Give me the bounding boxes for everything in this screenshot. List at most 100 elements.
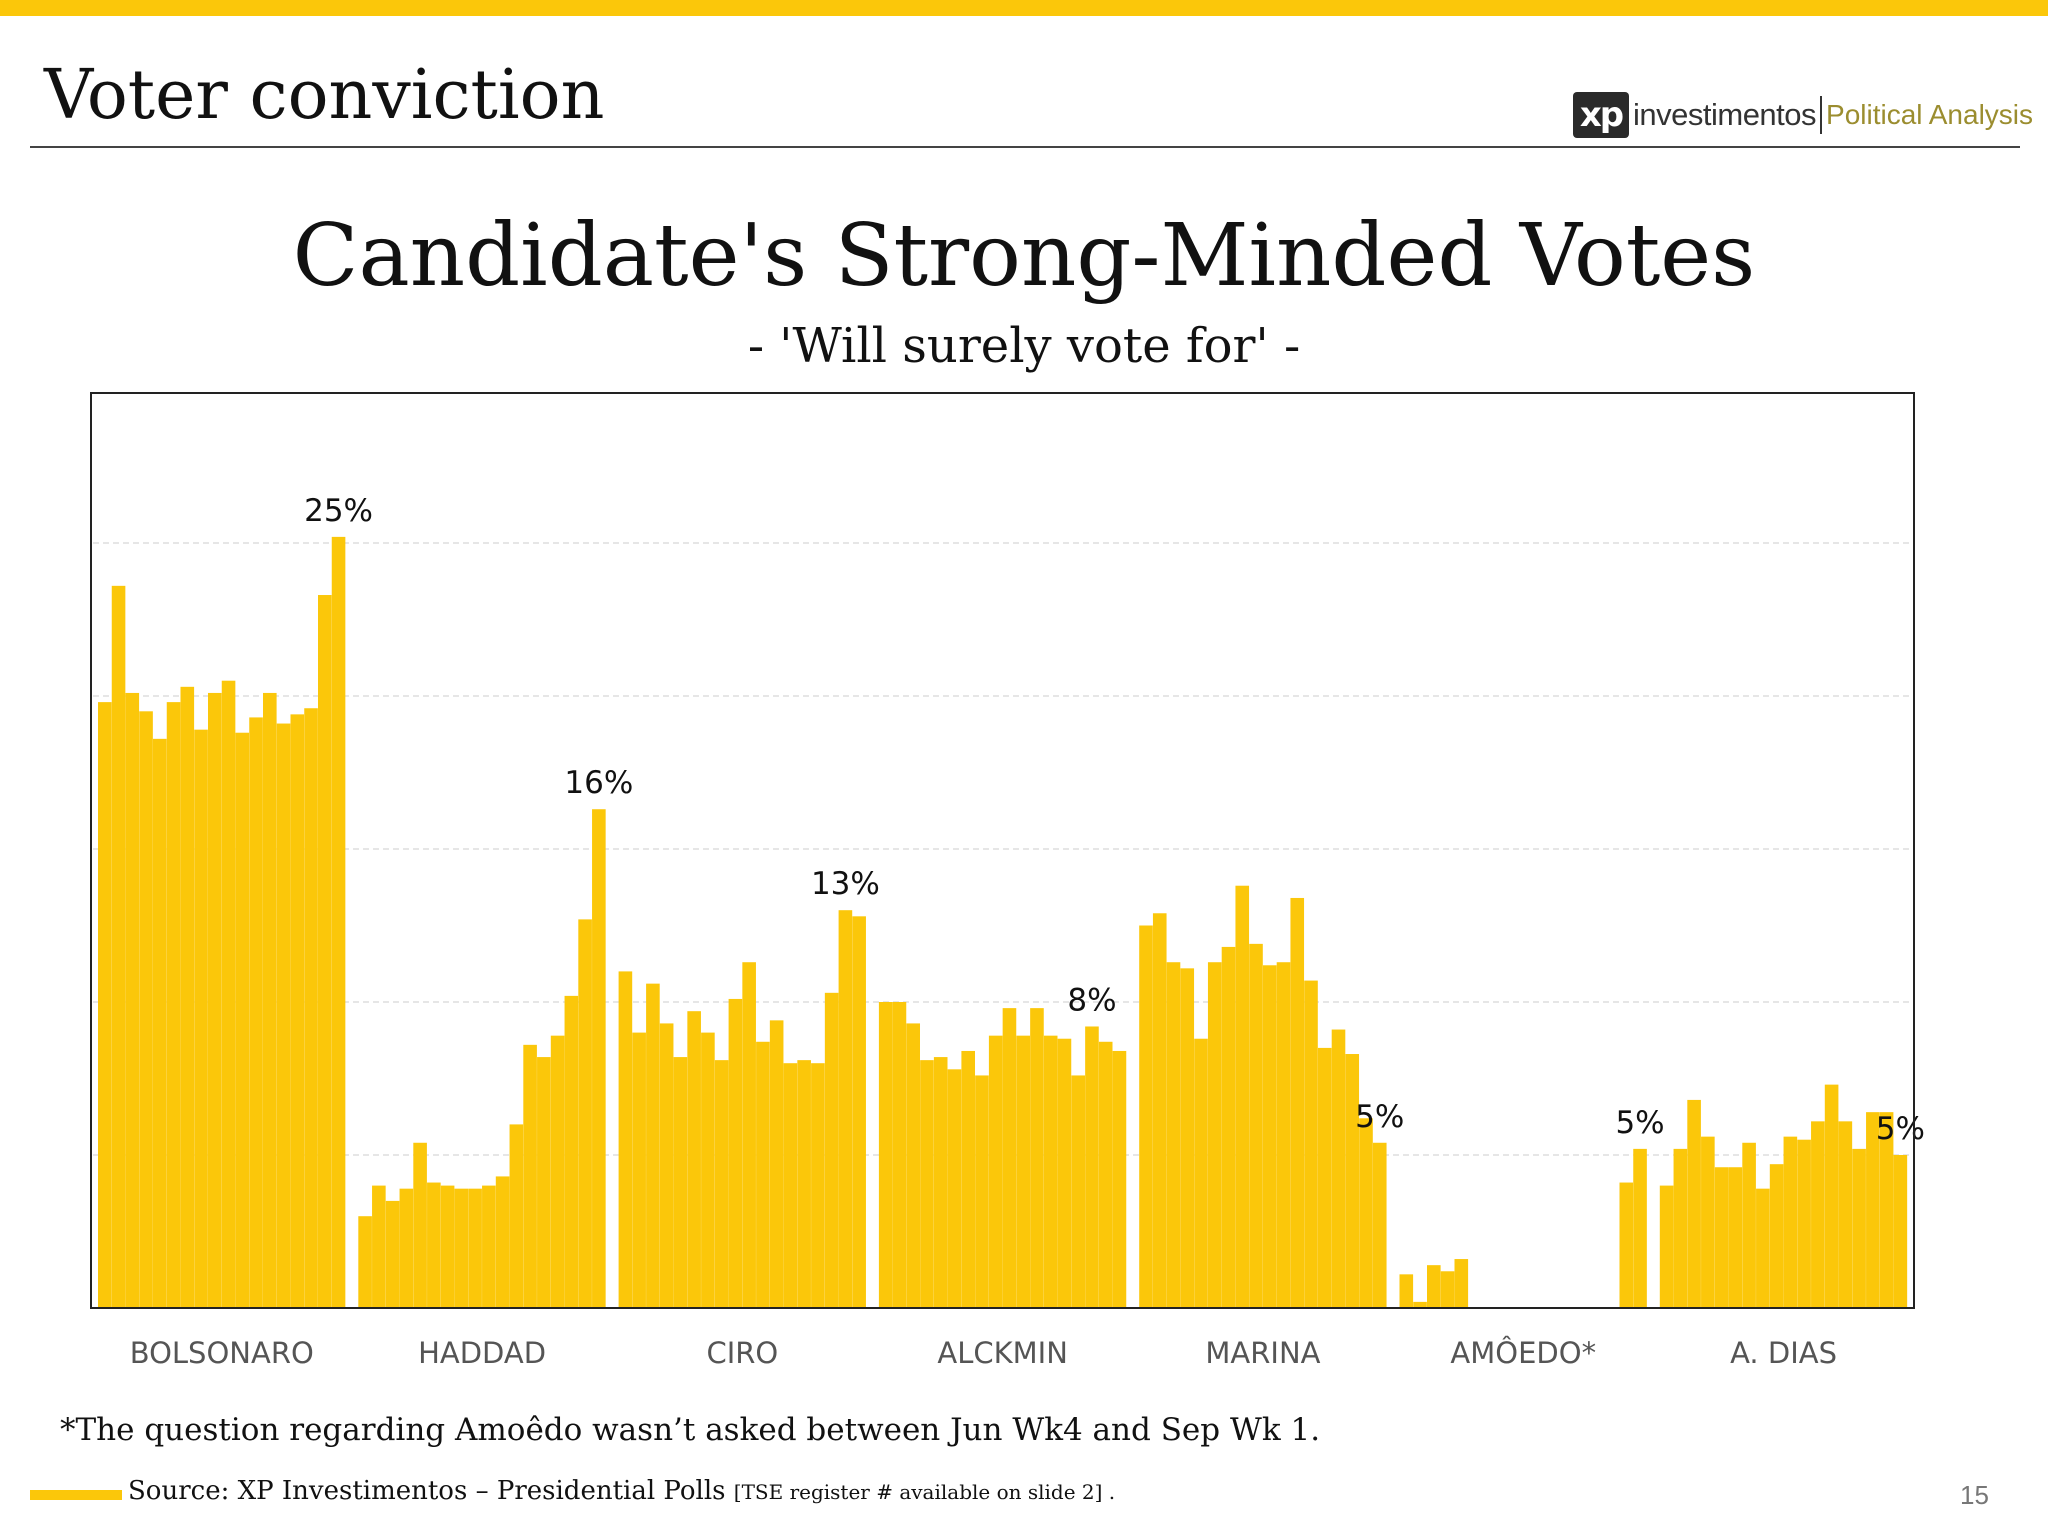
bar: [906, 1023, 920, 1308]
bar: [263, 692, 277, 1308]
bar: [180, 686, 195, 1308]
logo-separator: [1820, 96, 1823, 134]
source-main: Source: XP Investimentos – Presidential …: [128, 1476, 726, 1506]
chart-subtitle: - 'Will surely vote for' -: [747, 318, 1301, 374]
bar: [1454, 1259, 1469, 1308]
bar: [742, 962, 756, 1308]
bar: [947, 1069, 962, 1308]
bar: [1811, 1121, 1825, 1308]
bar: [1030, 1008, 1044, 1308]
chart-title: Candidate's Strong-Minded Votes: [292, 206, 1756, 306]
bar: [523, 1044, 537, 1308]
bar: [961, 1050, 975, 1308]
bar: [1824, 1084, 1839, 1308]
bar: [358, 1216, 372, 1308]
header-divider: [30, 146, 2020, 148]
bar: [618, 971, 633, 1308]
bar: [1687, 1099, 1701, 1308]
bar: [1276, 962, 1291, 1308]
bar: [1440, 1271, 1455, 1308]
bar: [1235, 885, 1250, 1308]
bar: [1742, 1142, 1756, 1308]
bar: [1673, 1148, 1688, 1308]
bar: [1304, 980, 1318, 1308]
bar: [1359, 1118, 1373, 1308]
bar: [249, 717, 263, 1308]
bar: [1166, 962, 1181, 1308]
category-label: MARINA: [1205, 1336, 1320, 1370]
slide-title: Voter conviction: [44, 56, 605, 135]
category-label: AMÔEDO*: [1450, 1336, 1596, 1370]
bar: [1098, 1041, 1113, 1308]
source-accent-bar: [30, 1490, 122, 1500]
bar: [221, 680, 236, 1308]
bar: [1057, 1038, 1072, 1308]
bar: [1290, 897, 1305, 1308]
bar: [427, 1182, 441, 1308]
bar: [824, 992, 839, 1308]
bar: [413, 1142, 427, 1308]
data-label: 5%: [1876, 1111, 1925, 1147]
bar: [701, 1032, 715, 1308]
bar: [1879, 1112, 1894, 1308]
bar: [1797, 1139, 1811, 1308]
bar: [975, 1075, 989, 1308]
source-note: Source: XP Investimentos – Presidential …: [128, 1476, 1115, 1506]
bar: [1002, 1008, 1017, 1308]
bar: [509, 1124, 524, 1308]
bar: [1152, 913, 1167, 1308]
bar: [1714, 1167, 1729, 1308]
plot-frame: [90, 392, 1915, 1309]
xp-logo-icon: xp: [1573, 92, 1629, 138]
bar: [1345, 1054, 1360, 1308]
category-label: BOLSONARO: [130, 1336, 314, 1370]
bar: [756, 1041, 770, 1308]
data-label: 25%: [304, 493, 373, 529]
bar: [1852, 1148, 1866, 1308]
data-label: 13%: [811, 866, 880, 902]
bar: [1194, 1038, 1208, 1308]
category-label: A. DIAS: [1730, 1336, 1837, 1370]
bar: [1399, 1274, 1414, 1308]
bar: [1783, 1136, 1798, 1308]
bar: [811, 1063, 825, 1308]
top-accent-bar: [0, 0, 2048, 16]
bar: [1619, 1182, 1634, 1308]
bar: [139, 711, 153, 1308]
bar: [331, 536, 346, 1308]
bar: [797, 1060, 811, 1308]
bar: [194, 729, 208, 1308]
bar: [646, 983, 660, 1308]
bar: [578, 919, 592, 1308]
bar: [1633, 1148, 1647, 1308]
bar: [1769, 1164, 1784, 1308]
bar: [1331, 1029, 1346, 1308]
data-label: 5%: [1355, 1099, 1404, 1135]
bar: [892, 1002, 907, 1308]
bar: [1728, 1167, 1743, 1308]
bar: [920, 1060, 934, 1308]
bar: [290, 714, 305, 1308]
bar: [385, 1200, 400, 1308]
bar: [304, 708, 318, 1308]
bar: [783, 1063, 798, 1308]
bar: [632, 1032, 646, 1308]
source-register-note: [TSE register # available on slide 2] .: [733, 1480, 1116, 1504]
data-label: 8%: [1067, 982, 1116, 1018]
bar: [550, 1035, 565, 1308]
bar: [1180, 968, 1195, 1308]
brand-logo: xp investimentos Political Analysis: [1573, 91, 2033, 139]
bar: [1866, 1112, 1880, 1308]
bar: [1016, 1035, 1030, 1308]
bar: [1043, 1035, 1058, 1308]
bar: [687, 1011, 701, 1308]
bar: [1659, 1185, 1674, 1308]
bar: [1372, 1142, 1387, 1308]
data-label: 16%: [564, 765, 633, 801]
bar: [454, 1188, 469, 1308]
bar: [399, 1188, 414, 1308]
category-label: ALCKMIN: [937, 1336, 1068, 1370]
category-label: CIRO: [706, 1336, 778, 1370]
bar: [933, 1057, 948, 1308]
